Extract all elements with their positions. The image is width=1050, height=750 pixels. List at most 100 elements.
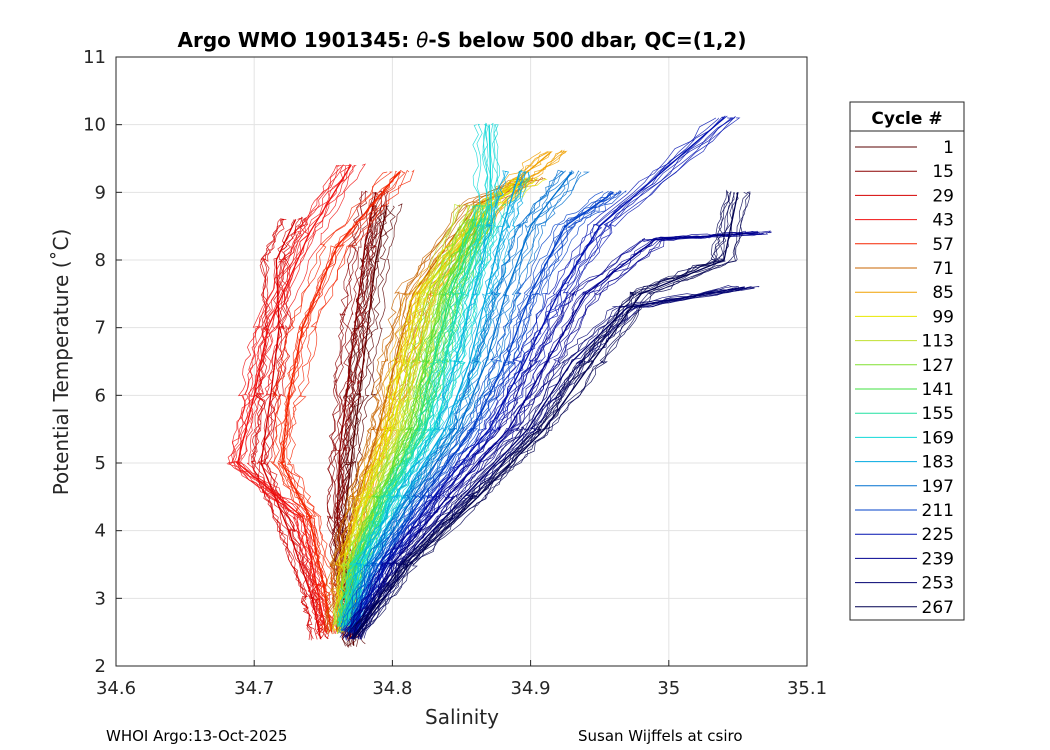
series-line	[283, 169, 404, 632]
footer-right: Susan Wijffels at csiro	[578, 727, 743, 745]
series-line	[256, 219, 323, 638]
series-line	[341, 190, 609, 632]
series-line	[329, 151, 542, 631]
series-line	[339, 231, 750, 638]
series-line	[335, 191, 379, 639]
series-line	[226, 164, 340, 635]
legend-label: 71	[932, 259, 954, 279]
series-line	[278, 171, 401, 633]
series-line	[282, 171, 406, 634]
series-line	[250, 219, 314, 640]
series-line	[351, 230, 759, 639]
series-line	[345, 285, 734, 640]
legend-label: 267	[922, 598, 954, 618]
series-cycle-197	[337, 169, 590, 634]
y-tick-label: 2	[95, 656, 106, 677]
legend-label: 57	[932, 235, 954, 255]
legend-label: 1	[943, 138, 954, 158]
series-line	[350, 171, 526, 631]
series-line	[350, 192, 735, 638]
series-line	[362, 117, 741, 633]
series-line	[353, 191, 622, 635]
legend-label: 169	[922, 428, 954, 448]
x-axis-label: Salinity	[425, 705, 499, 729]
legend-label: 85	[932, 283, 954, 303]
legend-label: 43	[932, 211, 954, 231]
legend-label: 127	[922, 356, 954, 376]
series-line	[360, 191, 751, 639]
series-line	[347, 116, 724, 634]
series-line	[357, 190, 627, 633]
series-line	[337, 123, 483, 628]
legend-label: 141	[922, 380, 954, 400]
legend-label: 239	[922, 549, 954, 569]
series-cycle-267	[343, 189, 751, 640]
series-line	[330, 178, 527, 631]
legend-label: 183	[922, 453, 954, 473]
series-layer	[226, 115, 772, 648]
y-axis: 2 3 4 5 6 7 8 9 10 11	[83, 47, 122, 677]
series-line	[357, 191, 749, 638]
series-cycle-225	[342, 115, 741, 635]
legend-label: 99	[932, 307, 954, 327]
series-cycle-253	[344, 285, 760, 641]
series-line	[281, 171, 402, 634]
y-tick-label: 7	[95, 318, 106, 339]
series-line	[349, 169, 523, 634]
series-line	[227, 164, 342, 632]
series-line	[347, 171, 573, 633]
series-line	[326, 178, 523, 634]
series-line	[326, 191, 366, 638]
series-cycle-169	[337, 122, 502, 628]
legend-title: Cycle #	[871, 109, 942, 129]
series-line	[337, 169, 563, 631]
y-tick-label: 11	[83, 47, 106, 68]
legend-label: 253	[922, 574, 954, 594]
series-line	[351, 232, 765, 638]
series-line	[333, 203, 459, 627]
series-line	[353, 191, 739, 640]
footer-left: WHOI Argo:13-Oct-2025	[106, 727, 287, 745]
series-line	[349, 171, 523, 633]
y-tick-label: 9	[95, 182, 106, 203]
series-line	[235, 164, 350, 631]
series-line	[343, 189, 728, 639]
plot-axes-box	[115, 56, 808, 667]
x-tick-label: 34.9	[511, 678, 551, 699]
chart-title: Argo WMO 1901345: θ-S below 500 dbar, QC…	[178, 28, 747, 52]
series-line	[345, 122, 497, 625]
series-line	[352, 117, 732, 633]
series-line	[252, 219, 313, 641]
x-tick-label: 34.6	[96, 678, 136, 699]
series-line	[344, 171, 572, 632]
series-line	[334, 204, 462, 625]
series-line	[352, 117, 734, 634]
legend-label: 113	[922, 332, 954, 352]
legend: Cycle # 1 15 29 43 57 71 85 99 113 127 141 155 169 18…	[849, 101, 965, 621]
legend-label: 29	[932, 186, 954, 206]
series-line	[277, 170, 398, 634]
series-line	[250, 219, 318, 640]
series-line	[326, 191, 364, 641]
series-line	[235, 163, 352, 633]
y-tick-label: 6	[95, 385, 106, 406]
series-line	[353, 171, 531, 634]
y-axis-label: Potential Temperature (˚C)	[49, 229, 73, 496]
x-tick-label: 35	[657, 678, 680, 699]
series-line	[258, 217, 325, 639]
series-line	[346, 231, 756, 638]
series-line	[348, 190, 614, 634]
series-line	[359, 231, 772, 640]
legend-label: 211	[922, 501, 954, 521]
x-tick-label: 34.8	[372, 678, 412, 699]
series-line	[236, 164, 352, 633]
x-tick-label: 35.1	[787, 678, 827, 699]
y-tick-label: 3	[95, 588, 106, 609]
series-line	[272, 171, 393, 633]
series-cycle-43	[226, 163, 367, 635]
series-line	[339, 170, 508, 634]
legend-label: 155	[922, 404, 954, 424]
series-cycle-57	[269, 169, 415, 635]
y-tick-label: 4	[95, 521, 106, 542]
